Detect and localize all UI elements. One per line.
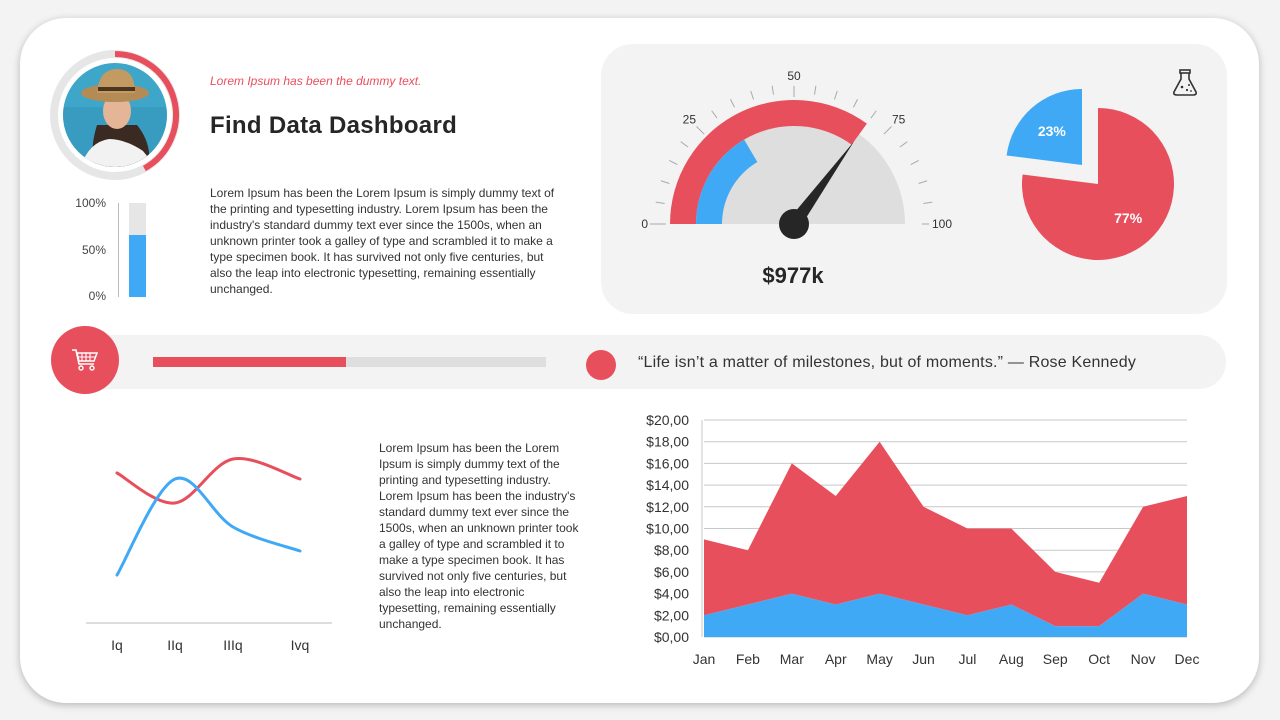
- gauge-tick: [711, 110, 718, 119]
- gauge-tick: [899, 141, 908, 148]
- gauge-tick: [655, 201, 665, 205]
- gauge-tick: [813, 85, 817, 95]
- area-y-label: $2,00: [654, 607, 689, 623]
- area-y-label: $0,00: [654, 629, 689, 645]
- gauge-label-25: 25: [683, 112, 697, 126]
- level-axis: [118, 203, 119, 297]
- gauge-needle-hub: [779, 209, 809, 239]
- level-label-100: 100%: [75, 196, 106, 210]
- area-y-label: $4,00: [654, 586, 689, 602]
- area-x-label: Jun: [912, 651, 935, 667]
- quote-bullet: [586, 350, 616, 380]
- level-label-50: 50%: [81, 243, 106, 257]
- area-y-label: $14,00: [646, 477, 689, 493]
- pie-label: 23%: [1038, 123, 1067, 139]
- gauge-tick: [883, 126, 892, 135]
- subtitle: Lorem Ipsum has been the dummy text.: [210, 74, 422, 88]
- shopping-cart-icon: [72, 349, 99, 371]
- area-x-label: Dec: [1175, 651, 1200, 667]
- area-x-label: Nov: [1131, 651, 1156, 667]
- area-x-label: Apr: [825, 651, 847, 667]
- area-y-label: $20,00: [646, 412, 689, 428]
- portrait-photo: [63, 63, 167, 167]
- area-x-label: Jan: [693, 651, 716, 667]
- area-x-label: Oct: [1088, 651, 1110, 667]
- description-text: Lorem Ipsum has been the Lorem Ipsum is …: [210, 186, 555, 296]
- line-x-label: Ivq: [291, 637, 310, 653]
- pie-slice-77%: [1022, 108, 1174, 260]
- progress-bar-fill: [153, 357, 346, 367]
- gauge-tick: [853, 99, 859, 108]
- line-x-label: Iq: [111, 637, 123, 653]
- area-y-label: $6,00: [654, 564, 689, 580]
- area-x-label: Aug: [999, 651, 1024, 667]
- line-series-2: [115, 476, 302, 577]
- gauge-label-0: 0: [641, 217, 648, 231]
- area-series-1: [704, 593, 1187, 637]
- pie-slice-23%: [1006, 89, 1082, 165]
- progress-bar: [153, 357, 546, 367]
- line-series-1: [115, 457, 302, 505]
- avatar-ring-progress: [114, 51, 179, 172]
- gauge-tick: [834, 90, 838, 100]
- gauge-label-75: 75: [892, 112, 906, 126]
- gauge-tick: [918, 180, 928, 184]
- gauge-tick: [910, 159, 919, 165]
- level-label-0: 0%: [88, 289, 106, 303]
- flask-icon: [1173, 69, 1197, 96]
- area-x-label: Sep: [1043, 651, 1068, 667]
- area-y-label: $8,00: [654, 542, 689, 558]
- area-series-2: [704, 441, 1187, 627]
- area-x-label: Mar: [780, 651, 804, 667]
- page-title: Find Data Dashboard: [210, 112, 458, 139]
- gauge-inner-band: [696, 139, 758, 224]
- gauge-needle: [788, 141, 854, 229]
- area-x-label: Feb: [736, 651, 760, 667]
- area-y-label: $12,00: [646, 499, 689, 515]
- gauge-tick: [660, 180, 670, 184]
- area-x-label: Jul: [959, 651, 977, 667]
- lower-description-text: Lorem Ipsum has been the Lorem Ipsum is …: [379, 441, 579, 631]
- area-y-label: $18,00: [646, 434, 689, 450]
- gauge-tick: [669, 159, 678, 165]
- gauge-label-100: 100: [932, 217, 952, 231]
- line-chart: Iq IIq IIIq Ivq: [86, 457, 332, 653]
- level-bar: [129, 203, 146, 297]
- gauge-tick: [870, 110, 877, 119]
- gauge-chart: 0 25 50 75 100: [641, 69, 952, 239]
- gauge-tick: [680, 141, 689, 148]
- area-x-label: May: [866, 651, 892, 667]
- level-bar-fill: [129, 234, 146, 297]
- gauge-tick: [696, 126, 705, 135]
- quote-text: “Life isn’t a matter of milestones, but …: [638, 354, 1137, 371]
- gauge-tick: [729, 99, 735, 108]
- gauge-tick: [923, 201, 933, 205]
- gauge-tick: [771, 85, 775, 95]
- gauge-outer-band: [670, 100, 867, 224]
- profile-avatar: [50, 50, 180, 180]
- pie-chart: 77% 23%: [1006, 89, 1174, 260]
- area-y-label: $16,00: [646, 455, 689, 471]
- cart-button[interactable]: [51, 326, 119, 394]
- pie-label: 77%: [1114, 210, 1143, 226]
- area-y-label: $10,00: [646, 521, 689, 537]
- line-x-label: IIq: [167, 637, 183, 653]
- gauge-tick: [750, 90, 754, 100]
- gauge-label-50: 50: [787, 69, 801, 83]
- area-chart: $0,00 $2,00 $4,00 $6,00 $8,00 $10,00 $12,00 $14…: [646, 412, 1200, 667]
- gauge-value: $977k: [762, 263, 824, 288]
- line-x-label: IIIq: [223, 637, 242, 653]
